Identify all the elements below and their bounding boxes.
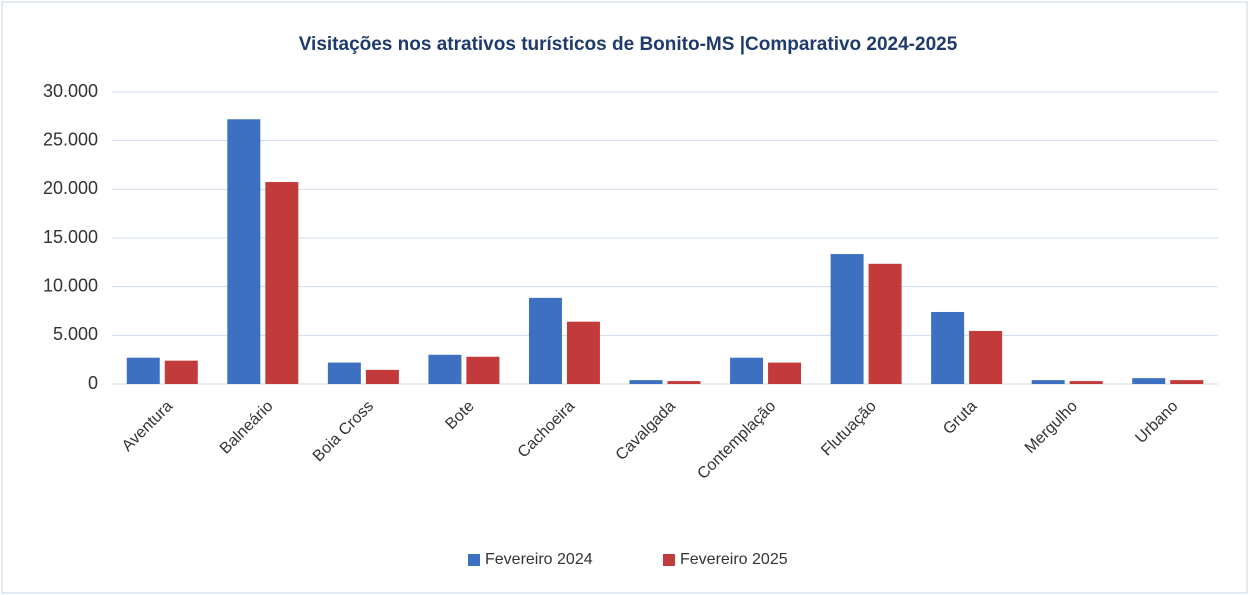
bar bbox=[1170, 380, 1204, 384]
bar bbox=[1031, 380, 1065, 384]
legend-label: Fevereiro 2024 bbox=[485, 551, 593, 568]
legend-swatch bbox=[468, 554, 480, 566]
chart-title: Visitações nos atrativos turísticos de B… bbox=[299, 34, 958, 55]
y-tick-label: 15.000 bbox=[43, 227, 98, 247]
bar bbox=[265, 182, 299, 384]
bar bbox=[164, 360, 198, 384]
bar bbox=[730, 357, 764, 384]
y-tick-label: 30.000 bbox=[43, 81, 98, 101]
bar bbox=[667, 381, 701, 384]
bar bbox=[1132, 378, 1166, 384]
bar bbox=[528, 297, 562, 384]
y-tick-label: 25.000 bbox=[43, 129, 98, 149]
bar bbox=[466, 356, 500, 384]
bar bbox=[830, 254, 864, 384]
y-tick-label: 5.000 bbox=[53, 324, 98, 344]
bar bbox=[1069, 381, 1103, 384]
y-tick-label: 10.000 bbox=[43, 275, 98, 295]
bar bbox=[868, 263, 902, 384]
bar bbox=[566, 321, 600, 384]
bar bbox=[629, 380, 663, 384]
y-tick-label: 20.000 bbox=[43, 178, 98, 198]
bar bbox=[365, 369, 399, 384]
bar bbox=[327, 362, 361, 384]
legend-swatch bbox=[663, 554, 675, 566]
bar bbox=[768, 362, 802, 384]
bar bbox=[969, 330, 1003, 384]
y-tick-label: 0 bbox=[88, 373, 98, 393]
bar bbox=[428, 354, 462, 384]
bar bbox=[931, 311, 965, 384]
bar bbox=[227, 119, 261, 385]
legend-label: Fevereiro 2025 bbox=[680, 551, 788, 568]
bar bbox=[126, 357, 160, 384]
